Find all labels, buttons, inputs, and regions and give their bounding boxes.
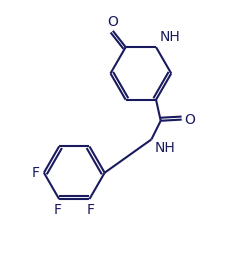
Text: F: F [87, 203, 95, 217]
Text: NH: NH [154, 141, 175, 155]
Text: NH: NH [160, 30, 180, 44]
Text: F: F [54, 203, 62, 217]
Text: O: O [184, 113, 195, 127]
Text: F: F [31, 166, 39, 180]
Text: O: O [107, 15, 118, 29]
